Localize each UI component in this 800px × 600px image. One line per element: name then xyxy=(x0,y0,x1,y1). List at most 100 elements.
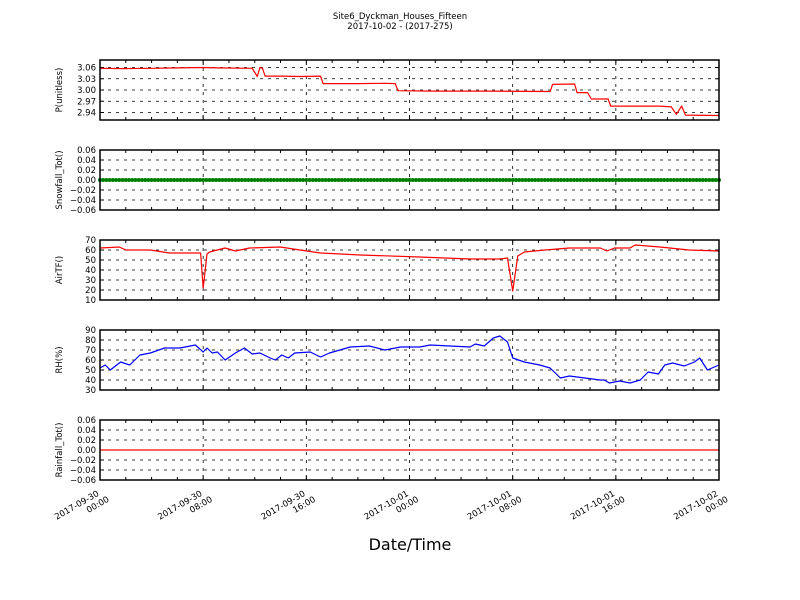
data-point xyxy=(539,178,544,182)
data-point xyxy=(249,178,254,182)
data-point xyxy=(191,178,196,182)
data-point xyxy=(523,178,528,182)
data-point xyxy=(372,178,377,182)
data-point xyxy=(462,178,467,182)
y-tick-label: 20 xyxy=(85,286,96,296)
data-point xyxy=(104,178,109,182)
data-point xyxy=(691,178,696,182)
data-point xyxy=(607,178,612,182)
data-point xyxy=(404,178,409,182)
data-point xyxy=(552,178,557,182)
data-point xyxy=(278,178,283,182)
data-point xyxy=(478,178,483,182)
data-point xyxy=(185,178,190,182)
y-tick-label: 50 xyxy=(85,366,96,376)
data-point xyxy=(568,178,573,182)
y-tick-label: 90 xyxy=(85,326,96,336)
data-point xyxy=(110,178,115,182)
data-point xyxy=(210,178,215,182)
data-point xyxy=(336,178,341,182)
data-point xyxy=(330,178,335,182)
data-point xyxy=(204,178,209,182)
data-point xyxy=(339,178,344,182)
y-tick-label: 30 xyxy=(85,386,96,396)
data-point xyxy=(549,178,554,182)
data-point xyxy=(475,178,480,182)
y-tick-label: 80 xyxy=(85,336,96,346)
data-point xyxy=(530,178,535,182)
data-point xyxy=(159,178,164,182)
data-point xyxy=(407,178,412,182)
data-point xyxy=(301,178,306,182)
data-point xyxy=(175,178,180,182)
data-point xyxy=(436,178,441,182)
data-point xyxy=(565,178,570,182)
data-point xyxy=(391,178,396,182)
data-point xyxy=(252,178,257,182)
data-point xyxy=(323,178,328,182)
axes-frame xyxy=(99,419,720,481)
data-point xyxy=(578,178,583,182)
data-point xyxy=(675,178,680,182)
data-point xyxy=(156,178,161,182)
data-point xyxy=(517,178,522,182)
data-point xyxy=(510,178,515,182)
data-point xyxy=(268,178,273,182)
y-tick-label: 10 xyxy=(85,296,96,306)
data-point xyxy=(165,178,170,182)
y-tick-label: −0.06 xyxy=(70,206,96,216)
data-point xyxy=(139,178,144,182)
y-tick-label: 60 xyxy=(85,356,96,366)
data-point xyxy=(526,178,531,182)
data-point xyxy=(343,178,348,182)
data-point xyxy=(507,178,512,182)
data-point xyxy=(610,178,615,182)
subplots: 2.942.973.003.033.06P(unitless)−0.06−0.0… xyxy=(55,59,721,486)
data-point xyxy=(294,178,299,182)
data-point xyxy=(694,178,699,182)
axes-frame xyxy=(99,239,720,301)
data-point xyxy=(433,178,438,182)
data-point xyxy=(307,178,312,182)
y-tick-label: 60 xyxy=(85,246,96,256)
data-point xyxy=(684,178,689,182)
data-point xyxy=(465,178,470,182)
data-point xyxy=(620,178,625,182)
data-point xyxy=(230,178,235,182)
data-point xyxy=(623,178,628,182)
data-point xyxy=(536,178,541,182)
data-point xyxy=(597,178,602,182)
data-point xyxy=(559,178,564,182)
y-tick-label: 30 xyxy=(85,276,96,286)
data-point xyxy=(629,178,634,182)
data-point xyxy=(417,178,422,182)
data-point xyxy=(381,178,386,182)
series-line xyxy=(99,335,720,384)
data-point xyxy=(426,178,431,182)
data-point xyxy=(652,178,657,182)
data-point xyxy=(117,178,122,182)
y-tick-label: 0.02 xyxy=(77,166,96,176)
data-point xyxy=(146,178,151,182)
data-point xyxy=(333,178,338,182)
y-tick-label: −0.04 xyxy=(70,196,96,206)
data-point xyxy=(504,178,509,182)
data-point xyxy=(513,178,518,182)
chart-title: Site6_Dyckman_Houses_Fifteen xyxy=(333,12,467,22)
data-point xyxy=(233,178,238,182)
axes-frame xyxy=(99,329,720,391)
data-point xyxy=(217,178,222,182)
data-point xyxy=(120,178,125,182)
data-point xyxy=(491,178,496,182)
data-point xyxy=(533,178,538,182)
data-point xyxy=(430,178,435,182)
data-point xyxy=(262,178,267,182)
data-point xyxy=(397,178,402,182)
data-point xyxy=(662,178,667,182)
data-point xyxy=(713,178,718,182)
data-point xyxy=(162,178,167,182)
data-point xyxy=(665,178,670,182)
data-point xyxy=(143,178,148,182)
